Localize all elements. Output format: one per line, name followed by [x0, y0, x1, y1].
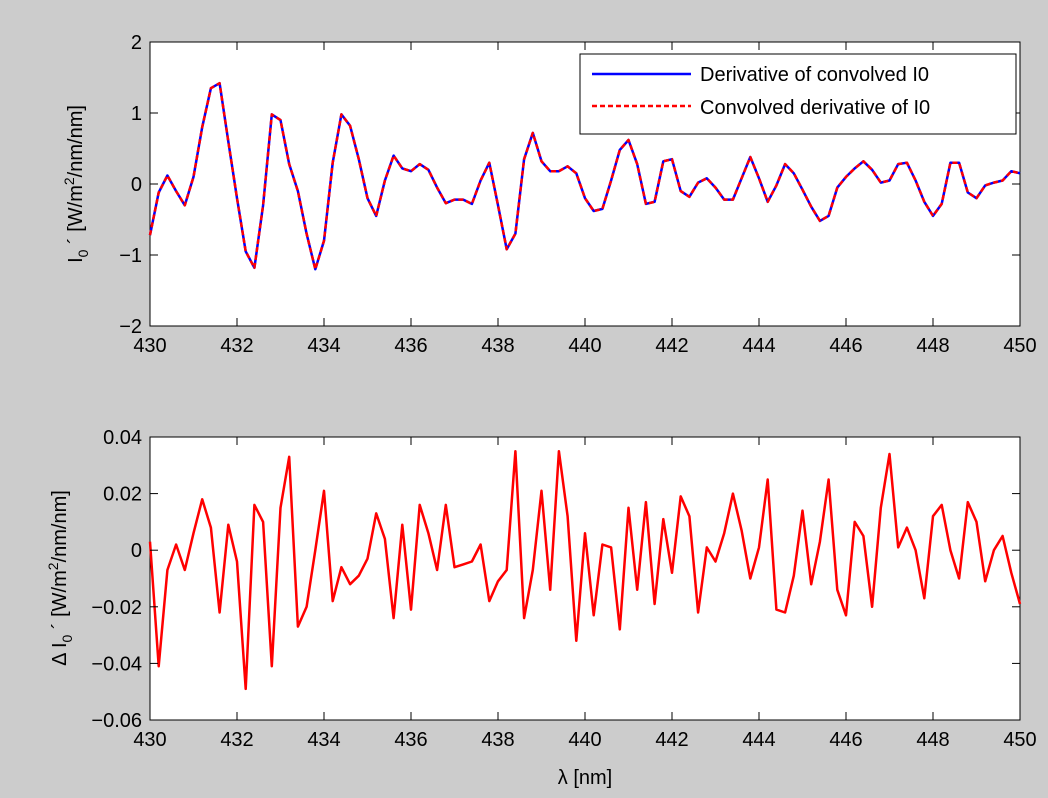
top-x-tick-label: 432: [220, 335, 253, 357]
top-series-line-2: [148, 81, 1021, 271]
bottom-y-axis-label: Δ I0 ´ [W/m2/nm/nm]: [45, 490, 75, 666]
top-x-tick-label: 438: [481, 335, 514, 357]
bottom-x-tick-label: 446: [829, 729, 862, 751]
bottom-x-tick-label: 442: [655, 729, 688, 751]
top-y-tick-label: 1: [131, 103, 142, 125]
top-y-tick-label: −1: [119, 245, 142, 267]
legend-entry-2: Convolved derivative of I0: [700, 97, 930, 119]
top-x-tick-label: 446: [829, 335, 862, 357]
top-y-tick-label: 2: [131, 32, 142, 54]
top-y-tick-label: 0: [131, 174, 142, 196]
top-x-tick-label: 436: [394, 335, 427, 357]
top-series-lines: [148, 81, 1021, 271]
bottom-plot: 430 432 434 436 438 440 442 444 446 448 450 −0.06 −0…: [45, 427, 1037, 789]
top-x-tick-label: 440: [568, 335, 601, 357]
bottom-plot-area: [149, 436, 1021, 721]
bottom-series-line-1: [148, 449, 1022, 691]
bottom-x-tick-label: 444: [742, 729, 775, 751]
top-axis-ticks: 430 432 434 436 438 440 442 444 446 448 450 −2 −1 0 1 2: [119, 32, 1037, 357]
bottom-x-axis-label: λ [nm]: [558, 767, 612, 789]
bottom-series-lines: [148, 449, 1022, 691]
bottom-x-tick-label: 440: [568, 729, 601, 751]
legend: Derivative of convolved I0 Convolved der…: [579, 53, 1017, 135]
top-x-tick-label: 450: [1003, 335, 1036, 357]
top-x-tick-label: 444: [742, 335, 775, 357]
top-x-tick-label: 442: [655, 335, 688, 357]
bottom-y-tick-label: 0: [131, 540, 142, 562]
bottom-y-tick-label: −0.02: [91, 597, 142, 619]
bottom-x-tick-label: 450: [1003, 729, 1036, 751]
bottom-y-tick-label: −0.06: [91, 710, 142, 732]
top-x-tick-label: 430: [133, 335, 166, 357]
bottom-x-tick-label: 432: [220, 729, 253, 751]
top-x-tick-label: 434: [307, 335, 340, 357]
bottom-x-tick-label: 434: [307, 729, 340, 751]
bottom-y-tick-label: 0.02: [103, 484, 142, 506]
bottom-axis-ticks: 430 432 434 436 438 440 442 444 446 448 450 −0.06 −0…: [91, 427, 1036, 751]
bottom-x-tick-label: 438: [481, 729, 514, 751]
top-y-tick-label: −2: [119, 316, 142, 338]
top-plot: 430 432 434 436 438 440 442 444 446 448 450 −2 −1 0 1 2…: [61, 32, 1037, 357]
bottom-y-tick-label: −0.04: [91, 653, 142, 675]
bottom-x-tick-label: 436: [394, 729, 427, 751]
legend-entry-1: Derivative of convolved I0: [700, 64, 929, 86]
bottom-y-tick-label: 0.04: [103, 427, 142, 449]
legend-box: [579, 53, 1017, 135]
bottom-x-tick-label: 448: [916, 729, 949, 751]
top-x-tick-label: 448: [916, 335, 949, 357]
bottom-x-tick-label: 430: [133, 729, 166, 751]
